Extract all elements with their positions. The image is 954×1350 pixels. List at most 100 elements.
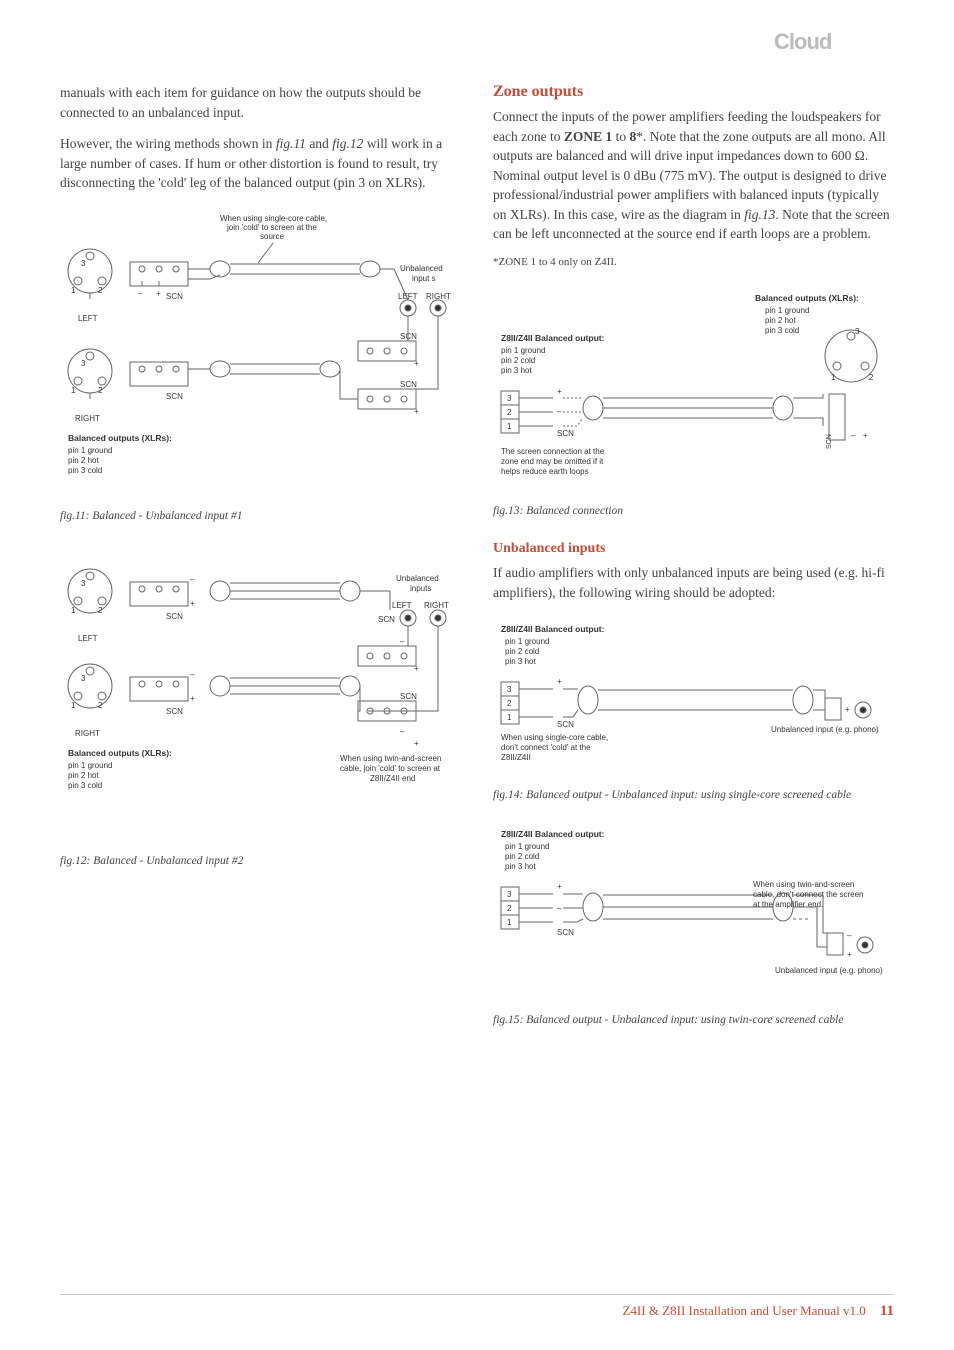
svg-text:RIGHT: RIGHT: [75, 414, 100, 423]
unbalanced-inputs-title: Unbalanced inputs: [493, 541, 894, 557]
svg-text:helps reduce earth loops: helps reduce earth loops: [501, 467, 589, 476]
footer-text: Z4II & Z8II Installation and User Manual…: [622, 1303, 865, 1319]
left-p2: However, the wiring methods shown in fig…: [60, 134, 461, 193]
svg-text:3: 3: [855, 327, 860, 336]
svg-text:–: –: [557, 407, 562, 416]
page-footer: Z4II & Z8II Installation and User Manual…: [60, 1294, 894, 1320]
svg-text:Unbalanced input (e.g. phono): Unbalanced input (e.g. phono): [775, 966, 883, 975]
svg-text:–: –: [190, 575, 195, 584]
svg-text:LEFT: LEFT: [78, 314, 98, 323]
svg-text:1: 1: [71, 386, 76, 395]
svg-text:SCN: SCN: [378, 615, 395, 624]
svg-text:+: +: [863, 431, 868, 440]
svg-text:zone end may be omitted if it: zone end may be omitted if it: [501, 457, 604, 466]
svg-text:–: –: [557, 904, 562, 913]
svg-text:+: +: [557, 677, 562, 686]
fig15-diagram: Z8II/Z4II Balanced output: pin 1 ground …: [493, 825, 894, 1000]
svg-text:+: +: [414, 359, 419, 368]
svg-text:SCN: SCN: [557, 429, 574, 438]
left-p1: manuals with each item for guidance on h…: [60, 83, 461, 122]
svg-text:pin 2 hot: pin 2 hot: [68, 771, 99, 780]
svg-text:–: –: [190, 670, 195, 679]
svg-text:1: 1: [507, 918, 512, 927]
fig12-caption: fig.12: Balanced - Unbalanced input #2: [60, 855, 461, 867]
svg-text:pin 1 ground: pin 1 ground: [68, 761, 112, 770]
svg-text:2: 2: [507, 408, 512, 417]
fig13-diagram: Z8II/Z4II Balanced output: pin 1 ground …: [493, 286, 894, 491]
zone-outputs-title: Zone outputs: [493, 83, 894, 101]
svg-text:–: –: [847, 931, 852, 940]
fig13-caption: fig.13: Balanced connection: [493, 505, 894, 517]
svg-text:pin 2 hot: pin 2 hot: [765, 316, 796, 325]
svg-text:The screen connection at the: The screen connection at the: [501, 447, 605, 456]
svg-text:cable, don't connect the scre: cable, don't connect the screen: [753, 890, 864, 899]
svg-text:pin 1 ground: pin 1 ground: [505, 637, 549, 646]
svg-text:pin 3 cold: pin 3 cold: [68, 781, 102, 790]
svg-text:pin 3 hot: pin 3 hot: [501, 366, 532, 375]
svg-text:2: 2: [98, 606, 103, 615]
svg-text:2: 2: [507, 699, 512, 708]
svg-text:SCN: SCN: [166, 292, 183, 301]
svg-text:SCN: SCN: [166, 612, 183, 621]
svg-text:+: +: [414, 664, 419, 673]
svg-text:pin 2 cold: pin 2 cold: [501, 356, 535, 365]
svg-text:+: +: [414, 739, 419, 748]
svg-text:LEFT: LEFT: [78, 634, 98, 643]
svg-text:Z8II/Z4II Balanced output:: Z8II/Z4II Balanced output:: [501, 624, 605, 634]
svg-text:input s: input s: [412, 274, 436, 283]
svg-text:2: 2: [98, 286, 103, 295]
svg-text:pin 2 cold: pin 2 cold: [505, 647, 539, 656]
svg-text:When using single-core cable,: When using single-core cable,: [501, 733, 608, 742]
svg-text:Unbalanced: Unbalanced: [400, 264, 443, 273]
brand-logo: Cloud: [774, 28, 894, 54]
svg-text:SCN: SCN: [166, 392, 183, 401]
svg-text:Balanced outputs (XLRs):: Balanced outputs (XLRs):: [68, 433, 172, 443]
svg-text:Cloud: Cloud: [774, 29, 831, 54]
svg-text:join 'cold' to screen at the: join 'cold' to screen at the: [226, 223, 317, 232]
svg-text:SCN: SCN: [400, 692, 417, 701]
svg-text:2: 2: [98, 701, 103, 710]
fig14-caption: fig.14: Balanced output - Unbalanced inp…: [493, 789, 894, 801]
zone-note: *ZONE 1 to 4 only on Z4II.: [493, 256, 894, 268]
svg-text:1: 1: [831, 373, 836, 382]
svg-text:LEFT: LEFT: [398, 292, 418, 301]
svg-text:+: +: [557, 882, 562, 891]
svg-text:3: 3: [81, 359, 86, 368]
svg-text:pin 2 hot: pin 2 hot: [68, 456, 99, 465]
svg-text:1: 1: [71, 606, 76, 615]
svg-text:Unbalanced: Unbalanced: [396, 574, 439, 583]
fig11-diagram: When using single-core cable, join 'cold…: [60, 211, 461, 496]
svg-text:SCN: SCN: [166, 707, 183, 716]
svg-text:RIGHT: RIGHT: [424, 601, 449, 610]
svg-text:LEFT: LEFT: [392, 601, 412, 610]
svg-text:pin 3 cold: pin 3 cold: [68, 466, 102, 475]
svg-text:SCN: SCN: [400, 332, 417, 341]
svg-text:+: +: [190, 599, 195, 608]
svg-text:+: +: [190, 694, 195, 703]
right-p2: If audio amplifiers with only unbalanced…: [493, 563, 894, 602]
svg-text:+: +: [557, 387, 562, 396]
svg-text:–: –: [400, 637, 405, 646]
svg-text:+: +: [845, 705, 850, 714]
right-p1: Connect the inputs of the power amplifie…: [493, 107, 894, 244]
svg-text:When using twin-and-screen: When using twin-and-screen: [753, 880, 854, 889]
svg-text:Z8II/Z4II Balanced output:: Z8II/Z4II Balanced output:: [501, 333, 605, 343]
svg-text:–: –: [851, 431, 856, 440]
svg-text:SCN: SCN: [557, 720, 574, 729]
svg-text:2: 2: [869, 373, 874, 382]
svg-text:pin 3 cold: pin 3 cold: [765, 326, 799, 335]
svg-text:–: –: [400, 727, 405, 736]
svg-text:pin 1 ground: pin 1 ground: [501, 346, 545, 355]
svg-text:1: 1: [507, 713, 512, 722]
footer-page: 11: [880, 1303, 894, 1320]
svg-text:SCN: SCN: [400, 380, 417, 389]
svg-text:Balanced outputs (XLRs):: Balanced outputs (XLRs):: [68, 748, 172, 758]
svg-text:pin 2 cold: pin 2 cold: [505, 852, 539, 861]
svg-text:RIGHT: RIGHT: [426, 292, 451, 301]
svg-text:Z8II/Z4II end: Z8II/Z4II end: [370, 774, 415, 783]
svg-text:3: 3: [81, 579, 86, 588]
fig11-caption: fig.11: Balanced - Unbalanced input #1: [60, 510, 461, 522]
svg-text:3: 3: [507, 890, 512, 899]
svg-text:Balanced outputs (XLRs):: Balanced outputs (XLRs):: [755, 293, 859, 303]
svg-text:3: 3: [81, 674, 86, 683]
